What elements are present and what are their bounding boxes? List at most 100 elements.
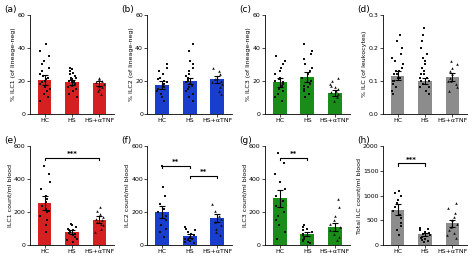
Point bbox=[273, 218, 280, 223]
Point bbox=[450, 231, 458, 235]
Point bbox=[336, 235, 343, 239]
Point bbox=[276, 180, 284, 185]
Point bbox=[217, 79, 225, 83]
Point bbox=[158, 164, 165, 168]
Point bbox=[424, 227, 432, 231]
Point bbox=[215, 213, 222, 218]
Point bbox=[307, 69, 314, 73]
Point bbox=[162, 227, 170, 231]
Y-axis label: ILC1 count/ml blood: ILC1 count/ml blood bbox=[7, 164, 12, 227]
Point bbox=[217, 223, 225, 228]
Bar bbox=[418, 234, 432, 245]
Point bbox=[181, 225, 189, 229]
Point bbox=[279, 80, 286, 84]
Point bbox=[68, 222, 75, 226]
Point bbox=[156, 75, 164, 80]
Point bbox=[390, 72, 398, 76]
Point bbox=[45, 66, 53, 70]
Point bbox=[390, 209, 397, 213]
Point bbox=[160, 235, 167, 239]
Point bbox=[416, 85, 424, 89]
Point bbox=[304, 72, 311, 76]
Point bbox=[398, 216, 405, 220]
Point bbox=[305, 92, 313, 96]
Point bbox=[421, 59, 429, 63]
Point bbox=[420, 240, 428, 244]
Point bbox=[447, 69, 454, 73]
Point bbox=[187, 232, 194, 236]
Bar bbox=[65, 232, 79, 245]
Point bbox=[418, 46, 425, 50]
Y-axis label: % ILC1 (of lineage-neg): % ILC1 (of lineage-neg) bbox=[11, 28, 16, 101]
Text: **: ** bbox=[173, 159, 180, 165]
Point bbox=[211, 209, 219, 213]
Point bbox=[189, 42, 196, 47]
Point bbox=[159, 72, 167, 76]
Point bbox=[40, 164, 47, 168]
Point bbox=[68, 80, 75, 84]
Point bbox=[280, 210, 288, 214]
Point bbox=[162, 213, 170, 218]
Point bbox=[308, 52, 315, 56]
Point bbox=[73, 87, 80, 91]
Point bbox=[417, 226, 424, 230]
Point bbox=[185, 85, 193, 89]
Point bbox=[73, 225, 80, 229]
Bar bbox=[92, 83, 106, 114]
Point bbox=[447, 79, 455, 83]
Text: (c): (c) bbox=[239, 5, 251, 14]
Point bbox=[425, 92, 433, 96]
Point bbox=[334, 87, 342, 91]
Y-axis label: ILC2 count/ml blood: ILC2 count/ml blood bbox=[125, 164, 130, 227]
Point bbox=[95, 77, 102, 81]
Point bbox=[277, 85, 285, 89]
Point bbox=[389, 82, 397, 86]
Point bbox=[445, 79, 452, 83]
Point bbox=[161, 85, 168, 89]
Bar bbox=[273, 198, 287, 245]
Point bbox=[392, 85, 400, 89]
Bar bbox=[391, 76, 404, 114]
Bar bbox=[446, 77, 459, 114]
Point bbox=[279, 89, 287, 93]
Point bbox=[38, 80, 46, 84]
Point bbox=[393, 39, 401, 43]
Point bbox=[182, 227, 190, 231]
Point bbox=[191, 228, 199, 232]
Point bbox=[424, 239, 432, 243]
Bar bbox=[391, 210, 404, 245]
Point bbox=[189, 66, 196, 70]
Point bbox=[272, 172, 279, 176]
Point bbox=[445, 228, 453, 232]
Point bbox=[212, 230, 219, 234]
Point bbox=[300, 89, 307, 93]
Point bbox=[217, 92, 225, 96]
Point bbox=[392, 205, 399, 209]
Point bbox=[190, 92, 197, 96]
Point bbox=[300, 57, 308, 61]
Point bbox=[300, 238, 307, 242]
Point bbox=[66, 72, 74, 76]
Bar bbox=[155, 212, 169, 245]
Point bbox=[159, 84, 166, 88]
Text: (e): (e) bbox=[4, 136, 17, 145]
Point bbox=[68, 79, 76, 83]
Point bbox=[272, 54, 280, 58]
Point bbox=[44, 95, 51, 99]
Point bbox=[40, 92, 48, 96]
Point bbox=[91, 230, 99, 234]
Point bbox=[425, 85, 433, 89]
Point bbox=[190, 233, 198, 237]
Point bbox=[64, 227, 72, 231]
Point bbox=[38, 62, 46, 66]
Point bbox=[66, 230, 74, 234]
Point bbox=[393, 228, 401, 232]
Point bbox=[66, 69, 73, 73]
Point bbox=[328, 84, 335, 88]
Point bbox=[281, 160, 288, 165]
Point bbox=[96, 205, 103, 209]
Point bbox=[65, 79, 73, 83]
Point bbox=[279, 199, 287, 203]
Point bbox=[42, 223, 49, 228]
Point bbox=[272, 72, 279, 76]
